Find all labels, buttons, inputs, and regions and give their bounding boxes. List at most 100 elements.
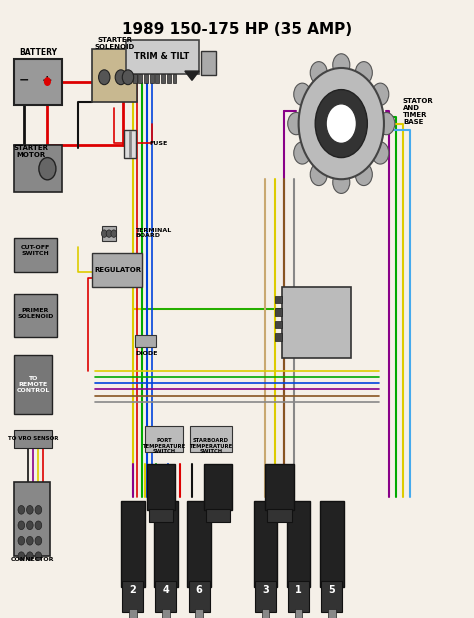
- FancyBboxPatch shape: [275, 308, 282, 316]
- FancyBboxPatch shape: [147, 464, 175, 510]
- Text: −: −: [18, 74, 29, 87]
- Text: 1: 1: [295, 585, 302, 595]
- FancyBboxPatch shape: [190, 426, 232, 452]
- Circle shape: [122, 70, 134, 85]
- Text: STARBOARD
TEMPERATURE
SWITCH: STARBOARD TEMPERATURE SWITCH: [189, 438, 233, 454]
- Text: 2: 2: [129, 585, 136, 595]
- FancyBboxPatch shape: [150, 74, 154, 83]
- FancyBboxPatch shape: [328, 609, 336, 618]
- Text: 3: 3: [262, 585, 269, 595]
- FancyBboxPatch shape: [262, 609, 269, 618]
- FancyBboxPatch shape: [155, 74, 159, 83]
- FancyBboxPatch shape: [287, 501, 310, 587]
- Text: PORT
TEMPERATURE
SWITCH: PORT TEMPERATURE SWITCH: [142, 438, 186, 454]
- Circle shape: [35, 536, 42, 545]
- FancyBboxPatch shape: [155, 581, 176, 612]
- Polygon shape: [185, 71, 199, 80]
- FancyBboxPatch shape: [195, 609, 203, 618]
- Circle shape: [27, 536, 33, 545]
- FancyBboxPatch shape: [126, 40, 199, 74]
- Circle shape: [18, 536, 25, 545]
- Circle shape: [18, 552, 25, 561]
- FancyBboxPatch shape: [14, 355, 52, 414]
- FancyBboxPatch shape: [201, 51, 216, 75]
- Text: TO
REMOTE
CONTROL: TO REMOTE CONTROL: [17, 376, 50, 392]
- Circle shape: [310, 62, 327, 84]
- FancyBboxPatch shape: [173, 74, 176, 83]
- FancyBboxPatch shape: [275, 296, 282, 303]
- Circle shape: [294, 83, 311, 106]
- Circle shape: [355, 163, 372, 185]
- Circle shape: [326, 104, 356, 143]
- FancyBboxPatch shape: [92, 49, 137, 102]
- FancyBboxPatch shape: [275, 321, 282, 328]
- Circle shape: [333, 54, 350, 76]
- FancyBboxPatch shape: [265, 464, 294, 510]
- Text: BATTERY: BATTERY: [19, 48, 57, 57]
- FancyBboxPatch shape: [154, 501, 178, 587]
- Text: CUT-OFF
SWITCH: CUT-OFF SWITCH: [21, 245, 50, 256]
- Text: CONNECTOR: CONNECTOR: [10, 557, 54, 562]
- FancyBboxPatch shape: [102, 226, 116, 241]
- FancyBboxPatch shape: [149, 509, 173, 522]
- Circle shape: [315, 90, 367, 158]
- Circle shape: [45, 78, 50, 85]
- Circle shape: [99, 70, 110, 85]
- Text: PRIMER
SOLENOID: PRIMER SOLENOID: [18, 308, 54, 319]
- Circle shape: [378, 112, 395, 135]
- Text: FUSE: FUSE: [149, 141, 168, 146]
- FancyBboxPatch shape: [189, 581, 210, 612]
- FancyBboxPatch shape: [135, 335, 156, 347]
- Circle shape: [35, 521, 42, 530]
- FancyBboxPatch shape: [295, 609, 302, 618]
- Text: TERMINAL
BOARD: TERMINAL BOARD: [135, 227, 171, 239]
- Circle shape: [35, 506, 42, 514]
- Text: +: +: [42, 74, 53, 87]
- Circle shape: [294, 142, 311, 164]
- Circle shape: [18, 506, 25, 514]
- FancyBboxPatch shape: [145, 426, 183, 452]
- Text: 5: 5: [328, 585, 335, 595]
- Text: STARTER
MOTOR: STARTER MOTOR: [13, 145, 48, 158]
- FancyBboxPatch shape: [187, 501, 211, 587]
- Text: REGULATOR: REGULATOR: [94, 267, 141, 273]
- FancyBboxPatch shape: [122, 581, 143, 612]
- Circle shape: [106, 230, 112, 237]
- FancyBboxPatch shape: [321, 581, 342, 612]
- FancyBboxPatch shape: [133, 74, 137, 83]
- FancyBboxPatch shape: [14, 294, 57, 337]
- FancyBboxPatch shape: [282, 287, 351, 358]
- FancyBboxPatch shape: [254, 501, 277, 587]
- FancyBboxPatch shape: [92, 253, 142, 287]
- FancyBboxPatch shape: [121, 501, 145, 587]
- Text: DIODE: DIODE: [135, 351, 157, 356]
- Circle shape: [18, 521, 25, 530]
- Text: STATOR
AND
TIMER
BASE: STATOR AND TIMER BASE: [403, 98, 434, 125]
- FancyBboxPatch shape: [167, 74, 171, 83]
- Circle shape: [288, 112, 305, 135]
- Text: STARTER
SOLENOID: STARTER SOLENOID: [95, 36, 135, 50]
- Circle shape: [310, 163, 327, 185]
- FancyBboxPatch shape: [288, 581, 309, 612]
- FancyBboxPatch shape: [255, 581, 276, 612]
- Circle shape: [115, 70, 127, 85]
- Circle shape: [39, 158, 56, 180]
- FancyBboxPatch shape: [124, 130, 136, 158]
- Circle shape: [355, 62, 372, 84]
- Circle shape: [101, 230, 107, 237]
- Circle shape: [111, 230, 117, 237]
- FancyBboxPatch shape: [14, 145, 62, 192]
- FancyBboxPatch shape: [14, 59, 62, 105]
- FancyBboxPatch shape: [14, 482, 50, 556]
- FancyBboxPatch shape: [14, 430, 52, 448]
- Circle shape: [27, 521, 33, 530]
- FancyBboxPatch shape: [144, 74, 148, 83]
- FancyBboxPatch shape: [204, 464, 232, 510]
- FancyBboxPatch shape: [275, 333, 282, 341]
- Circle shape: [27, 506, 33, 514]
- Text: 4: 4: [163, 585, 169, 595]
- FancyBboxPatch shape: [320, 501, 344, 587]
- Circle shape: [372, 83, 389, 106]
- FancyBboxPatch shape: [161, 74, 165, 83]
- FancyBboxPatch shape: [14, 238, 57, 272]
